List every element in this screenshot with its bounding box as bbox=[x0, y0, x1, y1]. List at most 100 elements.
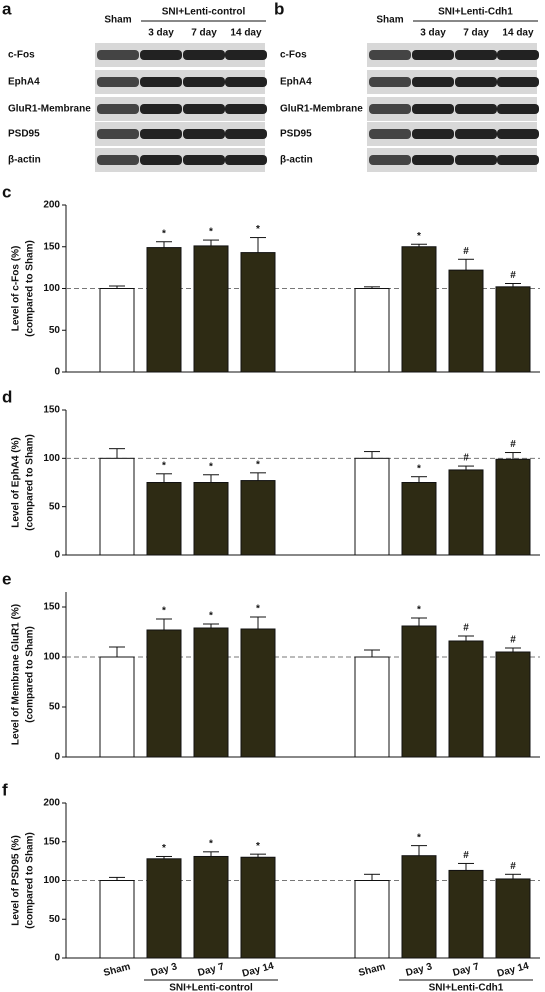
blot-band bbox=[412, 77, 454, 87]
day-label: 3 day bbox=[420, 28, 446, 39]
blot-band bbox=[183, 50, 225, 60]
bar bbox=[401, 625, 437, 758]
blot-band bbox=[455, 129, 497, 139]
blot-band bbox=[140, 155, 182, 165]
significance-mark: * bbox=[162, 606, 166, 617]
panel-letter: c bbox=[2, 182, 11, 201]
significance-mark: # bbox=[463, 850, 469, 861]
bar bbox=[146, 629, 182, 758]
blot-row-label: β-actin bbox=[280, 155, 313, 166]
blot-band bbox=[183, 155, 225, 165]
group-label: SNI+Lenti-Cdh1 bbox=[429, 983, 504, 992]
y-tick-label: 0 bbox=[54, 367, 60, 378]
bar bbox=[193, 627, 229, 758]
x-tick-label: Sham bbox=[102, 961, 131, 979]
significance-mark: * bbox=[417, 832, 421, 843]
bar bbox=[99, 457, 135, 556]
y-tick-label: 150 bbox=[43, 836, 60, 847]
panel-letter: d bbox=[2, 387, 12, 406]
blot-band bbox=[183, 104, 225, 114]
significance-mark: * bbox=[162, 460, 166, 471]
significance-mark: * bbox=[209, 461, 213, 472]
blot-band bbox=[97, 104, 139, 114]
y-tick-label: 0 bbox=[54, 752, 60, 763]
blot-band bbox=[140, 104, 182, 114]
blot-band bbox=[97, 77, 139, 87]
group-label: SNI+Lenti-control bbox=[169, 983, 253, 992]
x-tick-label: Day 14 bbox=[496, 961, 530, 980]
blot-band bbox=[412, 104, 454, 114]
blot-row-label: c-Fos bbox=[8, 50, 35, 61]
significance-mark: # bbox=[463, 453, 469, 464]
significance-mark: * bbox=[162, 228, 166, 239]
blot-band bbox=[412, 129, 454, 139]
y-tick-label: 50 bbox=[49, 914, 61, 925]
significance-mark: # bbox=[510, 635, 516, 646]
significance-mark: * bbox=[209, 838, 213, 849]
y-axis-label: Level of Membrane GluR1 (%) bbox=[11, 604, 22, 745]
blot-band bbox=[412, 50, 454, 60]
bar bbox=[146, 858, 182, 959]
significance-mark: * bbox=[209, 611, 213, 622]
bar bbox=[193, 855, 229, 959]
significance-mark: # bbox=[510, 270, 516, 281]
sham-label: Sham bbox=[376, 15, 403, 26]
blot-band bbox=[225, 50, 267, 60]
blot-band bbox=[497, 129, 539, 139]
bar bbox=[193, 245, 229, 373]
panel-letter: f bbox=[2, 780, 8, 799]
y-tick-label: 150 bbox=[43, 241, 60, 252]
bar bbox=[193, 482, 229, 556]
day-label: 7 day bbox=[191, 28, 217, 39]
y-tick-label: 0 bbox=[54, 953, 60, 964]
blot-band bbox=[225, 155, 267, 165]
blot-row-label: EphA4 bbox=[280, 77, 312, 88]
bar bbox=[354, 880, 390, 959]
bar bbox=[354, 457, 390, 556]
significance-mark: * bbox=[162, 843, 166, 854]
bar bbox=[99, 288, 135, 373]
group-label: SNI+Lenti-Cdh1 bbox=[438, 7, 513, 18]
blot-band bbox=[369, 77, 411, 87]
bar bbox=[401, 246, 437, 373]
bar bbox=[99, 880, 135, 959]
blot-band bbox=[97, 155, 139, 165]
y-tick-label: 200 bbox=[43, 798, 60, 809]
blot-row-label: PSD95 bbox=[280, 129, 312, 140]
bar bbox=[240, 856, 276, 959]
bar bbox=[495, 651, 531, 758]
bar bbox=[401, 855, 437, 959]
y-axis-label: (compared to Sham) bbox=[25, 240, 36, 337]
y-tick-label: 100 bbox=[43, 652, 60, 663]
y-axis-label: (compared to Sham) bbox=[25, 626, 36, 723]
blot-row-label: c-Fos bbox=[280, 50, 307, 61]
blot-row-label: β-actin bbox=[8, 155, 41, 166]
y-tick-label: 150 bbox=[43, 602, 60, 613]
blot-band bbox=[497, 104, 539, 114]
y-axis-label: Level of EphA4 (%) bbox=[11, 437, 22, 528]
bar bbox=[401, 482, 437, 556]
blot-band bbox=[497, 155, 539, 165]
significance-mark: * bbox=[256, 604, 260, 615]
blot-band bbox=[140, 50, 182, 60]
x-tick-label: Day 3 bbox=[405, 961, 434, 979]
significance-mark: * bbox=[209, 227, 213, 238]
blot-row-label: GluR1-Membrane bbox=[280, 104, 363, 115]
blot-band bbox=[455, 155, 497, 165]
blot-row-label: EphA4 bbox=[8, 77, 40, 88]
blot-band bbox=[183, 129, 225, 139]
bar bbox=[495, 878, 531, 959]
significance-mark: # bbox=[510, 439, 516, 450]
y-tick-label: 200 bbox=[43, 200, 60, 211]
significance-mark: # bbox=[510, 861, 516, 872]
sham-label: Sham bbox=[104, 15, 131, 26]
panel-letter: e bbox=[2, 569, 11, 588]
blot-band bbox=[412, 155, 454, 165]
blot-band bbox=[369, 129, 411, 139]
y-axis-label: Level of PSD95 (%) bbox=[11, 835, 22, 926]
blot-band bbox=[369, 50, 411, 60]
day-label: 7 day bbox=[463, 28, 489, 39]
y-tick-label: 150 bbox=[43, 405, 60, 416]
blot-band bbox=[497, 77, 539, 87]
